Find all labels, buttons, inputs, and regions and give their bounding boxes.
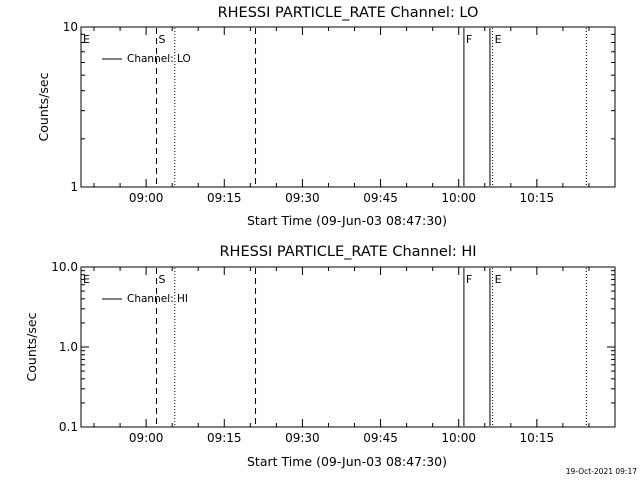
x-tick-label: 09:15 <box>207 431 242 445</box>
event-flag-label: E <box>83 273 90 286</box>
plot-frame <box>80 26 616 188</box>
panel-lo: RHESSI PARTICLE_RATE Channel: LO Start T… <box>36 5 616 228</box>
chart-title: RHESSI PARTICLE_RATE Channel: LO <box>218 5 479 21</box>
event-flag-label: S <box>159 33 166 46</box>
x-tick-label: 09:45 <box>363 431 398 445</box>
event-flag-label: S <box>159 273 166 286</box>
event-flag-label: E <box>83 33 90 46</box>
event-flag-label: E <box>495 33 502 46</box>
x-tick-label: 09:00 <box>129 431 164 445</box>
y-tick-label: 1.0 <box>59 340 78 354</box>
y-tick-label: 1 <box>70 180 78 194</box>
y-axis-label: Counts/sec <box>24 312 39 381</box>
timestamp-footer: 19-Oct-2021 09:17 <box>566 467 637 476</box>
chart-title: RHESSI PARTICLE_RATE Channel: HI <box>219 244 476 260</box>
x-tick-label: 10:15 <box>520 431 555 445</box>
event-flag-label: F <box>466 33 472 46</box>
legend-label: Channel: LO <box>127 53 191 65</box>
x-tick-label: 09:00 <box>129 191 164 205</box>
x-tick-label: 09:15 <box>207 191 242 205</box>
x-tick-label: 09:30 <box>285 431 320 445</box>
event-flag-label: F <box>466 273 472 286</box>
x-tick-label: 09:30 <box>285 191 320 205</box>
plot-frame <box>80 266 616 428</box>
y-tick-label: 0.1 <box>59 420 78 434</box>
x-tick-label: 09:45 <box>363 191 398 205</box>
y-axis-label: Counts/sec <box>36 72 51 141</box>
panel-hi: RHESSI PARTICLE_RATE Channel: HI Start T… <box>24 244 616 469</box>
y-tick-label: 10 <box>63 20 78 34</box>
x-axis-label: Start Time (09-Jun-03 08:47:30) <box>247 454 447 469</box>
x-tick-label: 10:00 <box>441 191 476 205</box>
x-axis-label: Start Time (09-Jun-03 08:47:30) <box>247 213 447 228</box>
y-tick-label: 10.0 <box>51 260 78 274</box>
event-flag-label: E <box>495 273 502 286</box>
x-tick-label: 10:00 <box>441 431 476 445</box>
legend-label: Channel: HI <box>127 293 188 305</box>
x-tick-label: 10:15 <box>520 191 555 205</box>
